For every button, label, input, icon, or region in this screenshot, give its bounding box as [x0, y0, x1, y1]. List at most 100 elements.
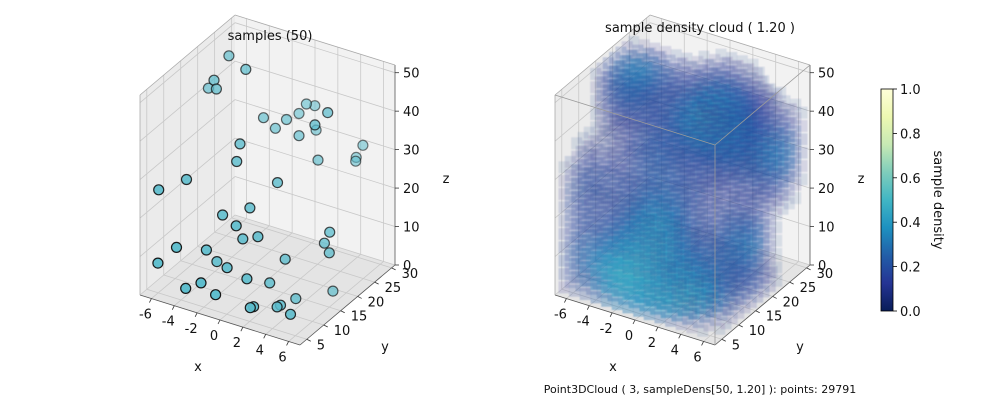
density-voxel [649, 79, 661, 92]
grid-line [234, 22, 396, 74]
density-voxel [730, 60, 742, 73]
data-point [252, 231, 264, 243]
density-voxel [628, 72, 640, 85]
density-voxel [690, 173, 702, 186]
density-voxel [705, 82, 717, 94]
density-voxel [651, 65, 663, 78]
colorbar-ticks: 0.0 0.2 0.4 0.6 0.8 1.0 [893, 83, 921, 320]
density-voxel [628, 36, 640, 48]
density-voxel [590, 198, 602, 210]
density-voxel [718, 174, 730, 187]
y-tick [374, 281, 379, 285]
front-edge [714, 64, 811, 146]
density-voxel [624, 154, 636, 166]
density-voxel [711, 76, 723, 89]
data-point [293, 130, 305, 142]
left-z-axis-label: z [443, 172, 450, 187]
z-tick-label: 50 [403, 67, 420, 82]
density-voxel [654, 88, 666, 100]
pane-edge [554, 14, 651, 96]
density-voxel [660, 226, 672, 238]
density-voxel [666, 77, 678, 90]
density-voxel [745, 216, 757, 228]
density-voxel [622, 208, 634, 220]
density-voxel [690, 120, 702, 132]
density-voxel [592, 144, 604, 156]
density-voxel [611, 231, 623, 244]
density-voxel [600, 71, 612, 84]
x-tick-label: -6 [139, 308, 152, 323]
density-voxel [590, 238, 602, 250]
density-voxel [671, 256, 683, 268]
density-voxel [673, 148, 685, 161]
density-voxel [692, 276, 704, 288]
density-voxel [620, 132, 632, 144]
data-point [231, 155, 243, 168]
density-voxel [752, 290, 764, 303]
density-voxel [601, 281, 613, 294]
density-voxel [564, 156, 576, 168]
density-voxel [641, 125, 653, 138]
density-voxel [752, 264, 764, 276]
density-voxel [662, 145, 674, 158]
density-voxel [643, 268, 655, 280]
x-tick-label: -2 [185, 322, 198, 337]
density-voxel [569, 164, 581, 177]
density-voxel [583, 126, 595, 139]
y-tick-label: 30 [817, 267, 834, 282]
density-voxel [694, 208, 706, 221]
density-voxel [656, 74, 668, 86]
density-voxel [717, 71, 729, 84]
x-tick [632, 319, 636, 325]
density-voxel [645, 147, 657, 160]
x-tick [701, 341, 704, 346]
footer-caption: Point3DCloud ( 3, sampleDens[50, 1.20] )… [544, 383, 856, 396]
density-voxel [641, 62, 653, 74]
density-voxel [675, 108, 687, 120]
y-tick-label: 15 [766, 310, 783, 325]
density-voxel [579, 181, 591, 194]
x-tick-label: 0 [625, 329, 633, 344]
density-voxel [635, 157, 647, 170]
density-voxel [752, 104, 764, 116]
density-voxel [733, 240, 745, 252]
density-voxel [724, 182, 736, 195]
density-voxel [699, 270, 711, 283]
density-voxel [598, 125, 610, 138]
density-voxel [590, 211, 602, 224]
density-voxel [758, 98, 770, 111]
density-voxel [683, 75, 695, 88]
density-voxel [703, 306, 715, 318]
density-voxel [682, 272, 694, 285]
density-voxel [771, 208, 783, 220]
x-tick [217, 319, 221, 325]
density-voxel [601, 241, 613, 254]
density-voxel [628, 176, 640, 188]
y-axis-line [714, 264, 811, 346]
data-point [211, 256, 223, 268]
density-voxel [741, 64, 753, 76]
density-voxel [673, 72, 685, 84]
density-voxel [745, 149, 757, 162]
density-voxel [571, 137, 583, 150]
density-voxel [771, 248, 783, 260]
density-voxel [752, 184, 764, 196]
density-voxel [624, 140, 636, 153]
density-voxel [702, 59, 714, 72]
density-voxel [609, 128, 621, 141]
density-voxel [728, 124, 740, 137]
density-voxel [635, 144, 647, 156]
data-point [293, 107, 305, 120]
y-tick [306, 338, 311, 342]
density-voxel [675, 121, 687, 134]
density-voxel [630, 122, 642, 134]
density-voxel [652, 142, 664, 154]
data-point [223, 50, 235, 62]
density-voxel [671, 269, 683, 282]
density-cloud [558, 36, 808, 337]
density-voxel [633, 211, 645, 224]
density-voxel [615, 96, 627, 109]
density-voxel [652, 155, 664, 168]
density-voxel [726, 258, 738, 271]
density-voxel [611, 204, 623, 217]
